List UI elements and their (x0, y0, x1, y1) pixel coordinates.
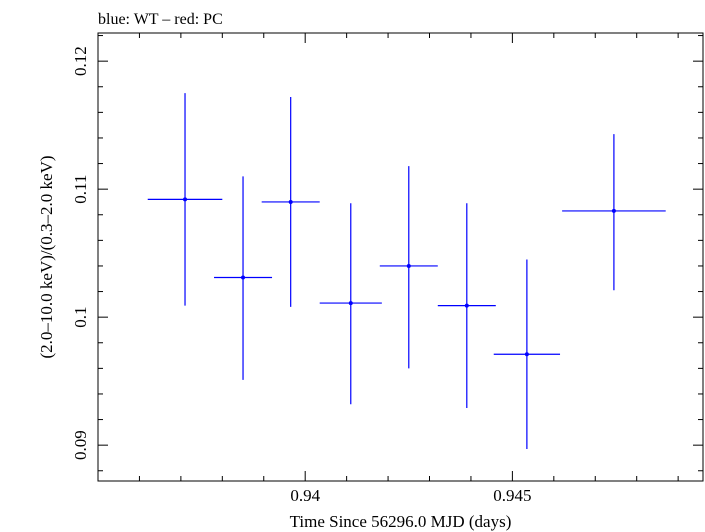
data-point (379, 166, 438, 369)
y-tick-label: 0.12 (71, 46, 90, 76)
y-tick-label: 0.11 (71, 175, 90, 204)
data-point (319, 203, 382, 405)
point-marker (241, 275, 246, 280)
point-marker (406, 263, 411, 268)
point-marker (611, 208, 616, 213)
point-marker (348, 301, 353, 306)
data-points (147, 93, 666, 449)
data-point (214, 176, 273, 380)
y-tick-label: 0.1 (71, 307, 90, 328)
data-point (493, 259, 561, 449)
axis-ticks: 0.94 0.945 0.09 0.1 0.11 0.12 (71, 33, 703, 505)
point-marker (288, 199, 293, 204)
point-marker (464, 303, 469, 308)
data-point (437, 203, 496, 409)
data-point (147, 93, 223, 306)
x-axis-label: Time Since 56296.0 MJD (days) (290, 512, 512, 531)
y-tick-label: 0.09 (71, 430, 90, 460)
point-marker (524, 352, 529, 357)
y-axis-label: (2.0–10.0 keV)/(0.3–2.0 keV) (37, 155, 56, 358)
data-point (261, 97, 320, 307)
plot-frame (97, 32, 704, 482)
data-point (562, 134, 666, 291)
chart-title: blue: WT – red: PC (98, 11, 223, 28)
point-marker (183, 197, 188, 202)
x-tick-label: 0.945 (493, 486, 531, 505)
x-tick-label: 0.94 (290, 486, 320, 505)
